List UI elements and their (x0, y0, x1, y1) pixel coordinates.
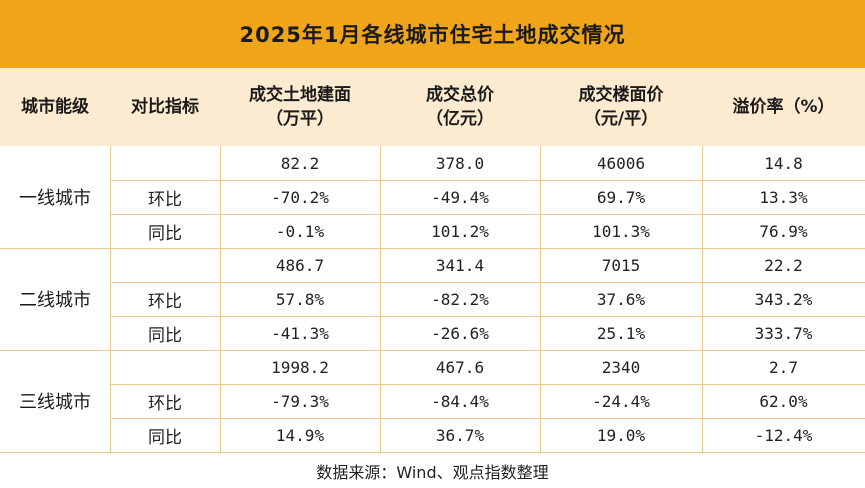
grid-line (110, 418, 865, 419)
metric-cell (110, 248, 220, 282)
total-cell: 467.6 (435, 357, 485, 377)
total-cell: -82.2% (431, 289, 489, 309)
total-cell: 101.2% (431, 221, 489, 241)
grid-line (110, 282, 865, 283)
group-divider (0, 350, 865, 351)
total-cell: 36.7% (435, 425, 485, 445)
header-total-line2: （亿元） (426, 109, 494, 129)
header-total: 成交总价 （亿元） (380, 68, 540, 146)
premium-cell: 13.3% (759, 187, 808, 207)
header-price-line1: 成交楼面价 (578, 85, 664, 105)
area-cell: -0.1% (275, 221, 325, 241)
table-row: 环比 57.8% -82.2% 37.6% 343.2% (0, 282, 865, 316)
header-premium: 溢价率（%） (702, 68, 865, 146)
total-cell: 341.4 (435, 255, 485, 275)
total-cell: -26.6% (431, 323, 489, 343)
header-tier: 城市能级 (0, 68, 110, 146)
header-area-line1: 成交土地建面 (249, 85, 351, 105)
premium-cell: 62.0% (759, 391, 808, 411)
table-row: 环比 -70.2% -49.4% 69.7% 13.3% (0, 180, 865, 214)
grid-line (110, 214, 865, 215)
price-cell: 46006 (596, 153, 646, 173)
table-body: 一线城市 82.2 378.0 46006 14.8 环比 -70.2% -49… (0, 146, 865, 452)
metric-cell: 环比 (148, 291, 182, 312)
grid-line (220, 146, 221, 452)
grid-line (540, 146, 541, 452)
price-cell: 101.3% (592, 221, 650, 241)
area-cell: 82.2 (280, 153, 320, 173)
metric-cell: 同比 (148, 223, 182, 244)
area-cell: 1998.2 (271, 357, 329, 377)
table-row: 82.2 378.0 46006 14.8 (0, 146, 865, 180)
grid-line (110, 384, 865, 385)
price-cell: 25.1% (596, 323, 646, 343)
premium-cell: 14.8 (764, 153, 803, 173)
total-cell: -84.4% (431, 391, 489, 411)
grid-line (110, 146, 111, 452)
price-cell: 2340 (601, 357, 641, 377)
total-cell: -49.4% (431, 187, 489, 207)
tier-cell: 三线城市 (19, 392, 91, 413)
table-row: 同比 -0.1% 101.2% 101.3% 76.9% (0, 214, 865, 248)
header-row: 城市能级 对比指标 成交土地建面 （万平） 成交总价 （亿元） 成交楼面价 （元… (0, 68, 865, 146)
grid-line (702, 146, 703, 452)
group-divider (0, 248, 865, 249)
header-area: 成交土地建面 （万平） (220, 68, 380, 146)
header-metric: 对比指标 (110, 68, 220, 146)
tier-cell: 二线城市 (19, 290, 91, 311)
table-row: 同比 14.9% 36.7% 19.0% -12.4% (0, 418, 865, 452)
metric-cell: 同比 (148, 427, 182, 448)
metric-cell: 同比 (148, 325, 182, 346)
table-row: 486.7 341.4 7015 22.2 (0, 248, 865, 282)
area-cell: 14.9% (275, 425, 325, 445)
area-cell: -79.3% (271, 391, 329, 411)
premium-cell: 2.7 (769, 357, 798, 377)
table-row: 1998.2 467.6 2340 2.7 (0, 350, 865, 384)
premium-cell: 343.2% (754, 289, 813, 309)
area-cell: 57.8% (275, 289, 325, 309)
table-row: 环比 -79.3% -84.4% -24.4% 62.0% (0, 384, 865, 418)
premium-cell: 333.7% (754, 323, 813, 343)
metric-cell (110, 350, 220, 384)
table-title: 2025年1月各线城市住宅土地成交情况 (0, 0, 865, 68)
price-cell: 37.6% (596, 289, 646, 309)
metric-cell: 环比 (148, 189, 182, 210)
area-cell: -41.3% (271, 323, 329, 343)
price-cell: 7015 (601, 255, 641, 275)
metric-cell: 环比 (148, 393, 182, 414)
header-tier-label: 城市能级 (21, 97, 89, 117)
price-cell: 19.0% (596, 425, 646, 445)
table-row: 同比 -41.3% -26.6% 25.1% 333.7% (0, 316, 865, 350)
premium-cell: 22.2 (764, 255, 803, 275)
grid-line (110, 316, 865, 317)
header-price-line2: （元/平） (583, 109, 659, 129)
area-cell: 486.7 (275, 255, 325, 275)
premium-cell: 76.9% (759, 221, 808, 241)
grid-line (110, 180, 865, 181)
grid-line (380, 146, 381, 452)
price-cell: -24.4% (592, 391, 650, 411)
header-area-line2: （万平） (266, 109, 334, 129)
header-total-line1: 成交总价 (426, 85, 494, 105)
price-cell: 69.7% (596, 187, 646, 207)
metric-cell (110, 146, 220, 180)
header-premium-label: 溢价率（%） (732, 97, 835, 117)
source-note: 数据来源：Wind、观点指数整理 (0, 452, 865, 488)
premium-cell: -12.4% (754, 425, 813, 445)
total-cell: 378.0 (435, 153, 485, 173)
tier-cell: 一线城市 (19, 188, 91, 209)
header-price: 成交楼面价 （元/平） (540, 68, 702, 146)
header-metric-label: 对比指标 (131, 97, 199, 117)
area-cell: -70.2% (271, 187, 329, 207)
